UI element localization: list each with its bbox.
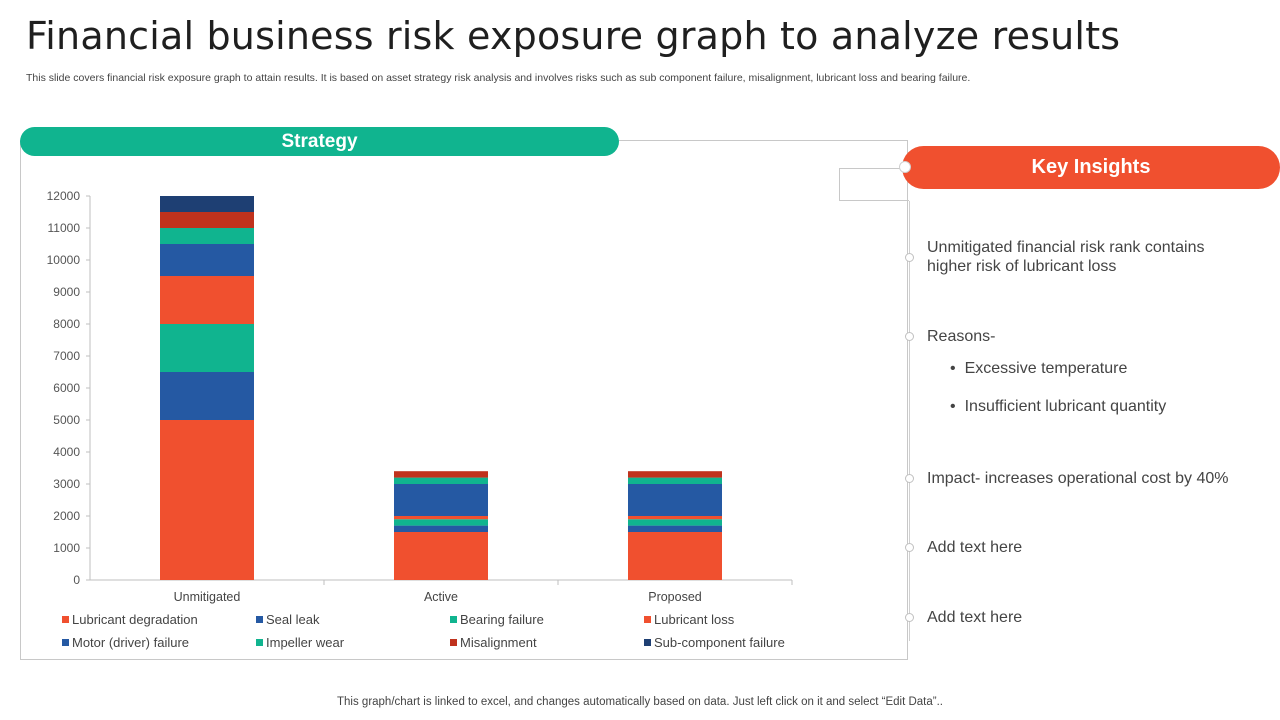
insight-item-2: Reasons- bbox=[927, 328, 996, 345]
legend-swatch bbox=[450, 616, 457, 623]
bar-segment bbox=[628, 484, 722, 516]
bar-segment bbox=[394, 525, 488, 532]
page-subtitle: This slide covers financial risk exposur… bbox=[26, 72, 971, 84]
insight-bullet-1-text: Excessive temperature bbox=[964, 360, 1128, 377]
y-tick-label: 4000 bbox=[53, 445, 80, 459]
bar-segment bbox=[160, 372, 254, 420]
y-tick-label: 7000 bbox=[53, 349, 80, 363]
y-tick-label: 9000 bbox=[53, 285, 80, 299]
insight-item-1: Unmitigated financial risk rank contains… bbox=[927, 239, 1205, 275]
bar-segment bbox=[160, 228, 254, 244]
bar-segment bbox=[628, 471, 722, 478]
legend-label: Bearing failure bbox=[460, 612, 544, 627]
bar-segment bbox=[628, 516, 722, 520]
legend-label: Lubricant loss bbox=[654, 612, 735, 627]
bar-segment bbox=[394, 519, 488, 526]
footer-note: This graph/chart is linked to excel, and… bbox=[337, 696, 943, 708]
bar-segment bbox=[394, 471, 488, 478]
bar-segment bbox=[394, 532, 488, 580]
key-insights-header: Key Insights bbox=[902, 146, 1280, 189]
legend-label: Motor (driver) failure bbox=[72, 635, 189, 650]
insight-bullet-2: • Insufficient lubricant quantity bbox=[950, 398, 1167, 415]
insight-bullet-1: • Excessive temperature bbox=[950, 360, 1128, 377]
bar-segment bbox=[628, 519, 722, 526]
x-tick-label: Unmitigated bbox=[174, 590, 241, 604]
y-tick-label: 0 bbox=[73, 573, 80, 587]
legend-label: Lubricant degradation bbox=[72, 612, 198, 627]
page-title: Financial business risk exposure graph t… bbox=[26, 14, 1121, 58]
legend-swatch bbox=[644, 616, 651, 623]
timeline-dot bbox=[905, 253, 914, 262]
legend-label: Sub-component failure bbox=[654, 635, 785, 650]
y-tick-label: 5000 bbox=[53, 413, 80, 427]
timeline-dot bbox=[905, 332, 914, 341]
timeline-dot bbox=[905, 543, 914, 552]
legend-label: Impeller wear bbox=[266, 635, 345, 650]
y-tick-label: 2000 bbox=[53, 509, 80, 523]
y-tick-label: 8000 bbox=[53, 317, 80, 331]
legend-swatch bbox=[62, 616, 69, 623]
y-tick-label: 11000 bbox=[48, 221, 81, 235]
bar-segment bbox=[160, 244, 254, 276]
insight-bullet-2-text: Insufficient lubricant quantity bbox=[964, 398, 1167, 415]
connector-bracket bbox=[839, 168, 909, 201]
bar-segment bbox=[160, 276, 254, 324]
x-tick-label: Proposed bbox=[648, 590, 702, 604]
bar-segment bbox=[628, 477, 722, 484]
insight-item-3: Impact- increases operational cost by 40… bbox=[927, 470, 1229, 487]
timeline-dot bbox=[905, 613, 914, 622]
bar-segment bbox=[160, 324, 254, 372]
bar-segment bbox=[394, 477, 488, 484]
legend-label: Seal leak bbox=[266, 612, 320, 627]
insight-timeline bbox=[909, 201, 910, 641]
legend-label: Misalignment bbox=[460, 635, 537, 650]
stacked-bar-chart[interactable]: 0 1000 2000 3000 4000 5000 6000 7000 8000 9000 100… bbox=[20, 160, 900, 660]
legend-swatch bbox=[256, 616, 263, 623]
legend-swatch bbox=[644, 639, 651, 646]
insight-connector-dot bbox=[899, 161, 911, 173]
legend-swatch bbox=[450, 639, 457, 646]
legend-swatch bbox=[62, 639, 69, 646]
y-tick-label: 1000 bbox=[53, 541, 80, 555]
insight-item-5[interactable]: Add text here bbox=[927, 609, 1023, 626]
bar-segment bbox=[160, 212, 254, 228]
insight-item-4[interactable]: Add text here bbox=[927, 539, 1023, 556]
y-tick-label: 3000 bbox=[53, 477, 80, 491]
bar-segment bbox=[394, 516, 488, 520]
bar-segment bbox=[160, 196, 254, 212]
timeline-dot bbox=[905, 474, 914, 483]
bar-segment bbox=[628, 532, 722, 580]
bar-segment bbox=[394, 484, 488, 516]
strategy-header: Strategy bbox=[20, 127, 619, 156]
y-tick-label: 6000 bbox=[53, 381, 80, 395]
y-tick-label: 12000 bbox=[47, 189, 81, 203]
legend-swatch bbox=[256, 639, 263, 646]
bar-segment bbox=[160, 420, 254, 580]
x-tick-label: Active bbox=[424, 590, 458, 604]
y-tick-label: 10000 bbox=[47, 253, 81, 267]
bar-segment bbox=[628, 525, 722, 532]
